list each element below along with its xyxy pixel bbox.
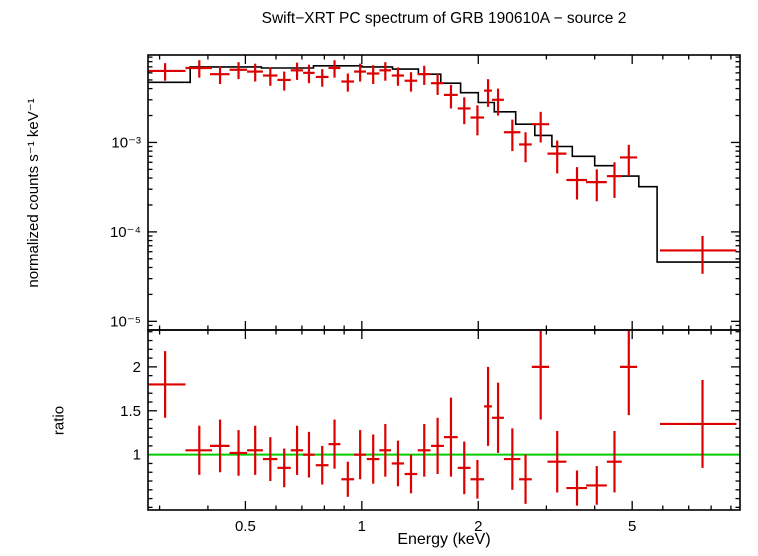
- y-axis-label-ratio: ratio: [50, 405, 68, 436]
- axis-ticks: [148, 55, 740, 510]
- y-axis-label-counts: normalized counts s⁻¹ keV⁻¹: [25, 98, 42, 288]
- spectrum-panel-frame: [147, 54, 741, 331]
- chart-title: Swift−XRT PC spectrum of GRB 190610A − s…: [261, 10, 627, 27]
- x-tick-label: 0.5: [235, 518, 256, 535]
- y-tick-label: 10⁻⁴: [110, 224, 141, 241]
- model-step-line: [148, 65, 740, 263]
- x-axis-label: Energy (keV): [397, 531, 491, 548]
- spectrum-panel: [148, 60, 740, 274]
- y-tick-label: 10⁻³: [111, 134, 141, 151]
- y-tick-label: 1.5: [120, 403, 141, 420]
- spectrum-data-points: [148, 60, 737, 274]
- y-tick-label: 10⁻⁵: [110, 313, 141, 330]
- tick-labels: 0.5 1 2 5 10⁻³ 10⁻⁴ 10⁻⁵ 1 1.5 2: [110, 134, 636, 535]
- panel-frames: [147, 54, 741, 511]
- ratio-panel: [148, 330, 740, 506]
- y-tick-label: 1: [133, 447, 141, 464]
- y-tick-label: 2: [133, 359, 141, 376]
- x-tick-label: 5: [628, 518, 636, 535]
- x-tick-label: 2: [474, 518, 482, 535]
- ratio-data-points: [148, 330, 737, 506]
- ratio-panel-frame: [147, 329, 741, 511]
- x-tick-label: 1: [358, 518, 366, 535]
